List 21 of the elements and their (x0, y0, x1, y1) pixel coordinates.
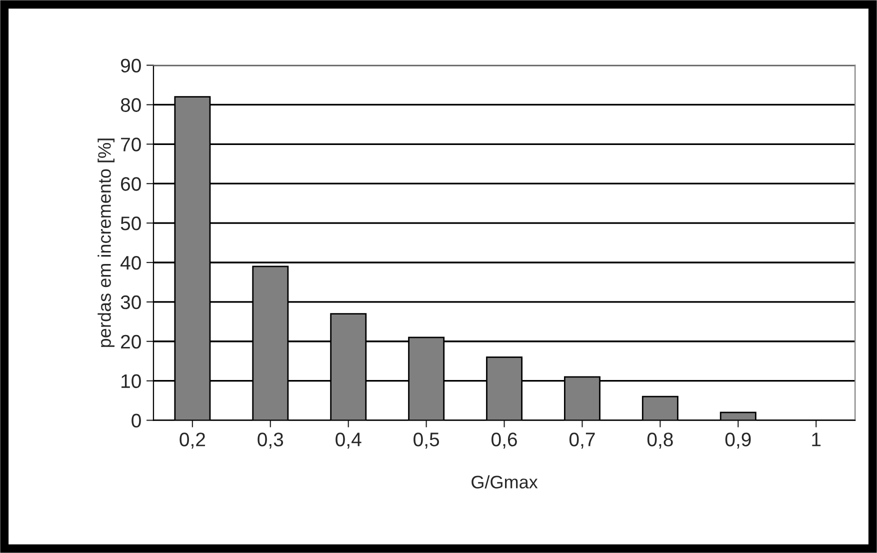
x-tick-label: 0,8 (647, 432, 673, 449)
y-tick-label: 0 (132, 414, 141, 428)
x-tick-label: 0,3 (258, 432, 284, 449)
y-tick-label: 10 (122, 374, 141, 388)
y-tick-label: 20 (121, 334, 141, 349)
y-tick-label: 50 (120, 216, 141, 230)
y-tick-label: 40 (120, 256, 141, 270)
x-tick-label: 0,7 (569, 432, 595, 449)
y-tick-label: 80 (120, 98, 141, 112)
y-tick-label: 90 (120, 58, 141, 72)
x-tick-label: 0,2 (180, 432, 205, 449)
y-tick-label: 60 (121, 177, 141, 191)
x-axis-title: G/Gmax (472, 475, 538, 488)
x-tick-label: 1 (812, 432, 821, 446)
y-tick-label: 70 (121, 138, 141, 152)
x-tick-label: 0,6 (492, 432, 517, 449)
x-tick-label: 0,4 (336, 432, 362, 449)
x-tick-label: 0,9 (725, 432, 751, 449)
x-tick-label: 0,5 (414, 432, 440, 449)
y-tick-label: 30 (120, 295, 141, 310)
y-axis-title: perdas em incremento [%] (98, 138, 114, 347)
